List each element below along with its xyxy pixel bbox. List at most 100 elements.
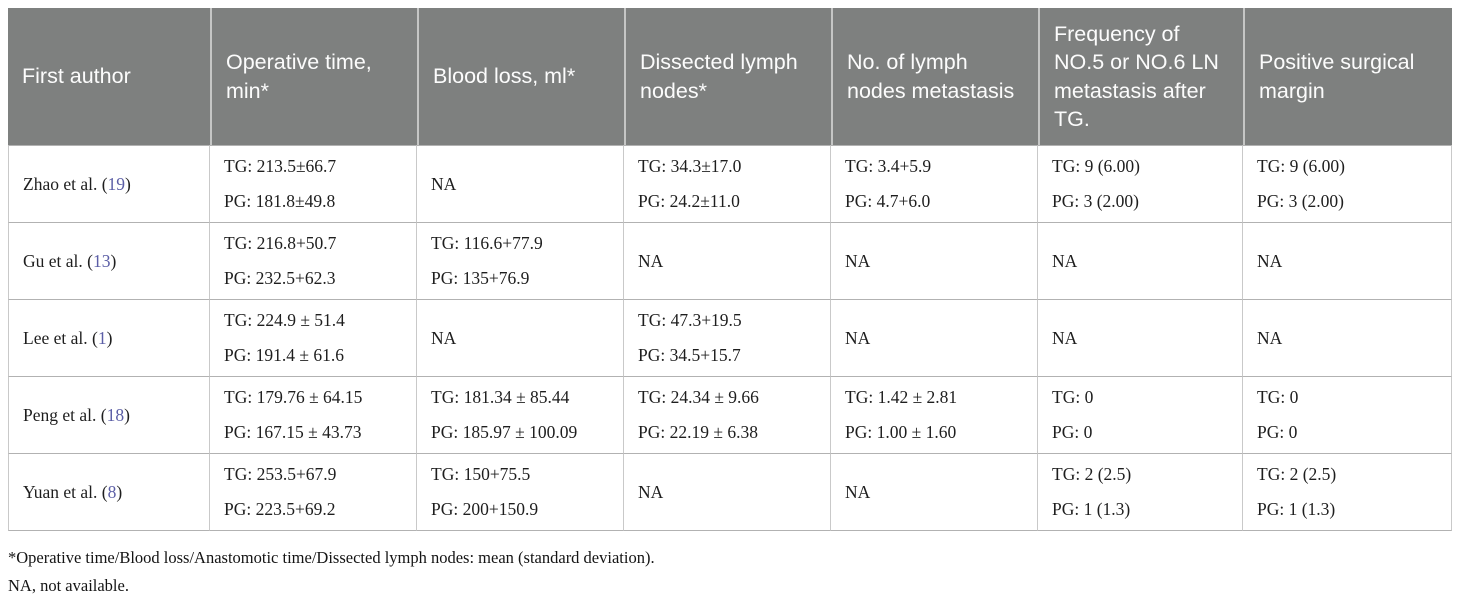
cell-line-pg: PG: 1 (1.3): [1052, 499, 1131, 519]
data-cell: TG: 181.34 ± 85.44 PG: 185.97 ± 100.09: [417, 377, 624, 454]
data-cell: TG: 47.3+19.5 PG: 34.5+15.7: [624, 300, 831, 377]
data-cell: NA: [1243, 300, 1452, 377]
data-cell: TG: 116.6+77.9 PG: 135+76.9: [417, 223, 624, 300]
table-header: First author Operative time, min* Blood …: [8, 8, 1452, 145]
cell-line-pg: PG: 185.97 ± 100.09: [431, 422, 578, 442]
data-cell: TG: 253.5+67.9 PG: 223.5+69.2: [210, 454, 417, 531]
footnote-na: NA, not available.: [8, 576, 129, 595]
data-cell: TG: 3.4+5.9 PG: 4.7+6.0: [831, 145, 1038, 223]
paren-open: (: [100, 404, 107, 425]
data-cell: NA: [417, 300, 624, 377]
author-cell: Gu et al. (13): [8, 223, 210, 300]
table-row: Zhao et al. (19) TG: 213.5±66.7 PG: 181.8…: [8, 145, 1452, 223]
cell-line-pg: PG: 1 (1.3): [1257, 499, 1336, 519]
cell-line-pg: PG: 34.5+15.7: [638, 345, 741, 365]
cell-line-tg: TG: 3.4+5.9: [845, 156, 932, 176]
cell-line-tg: TG: 24.34 ± 9.66: [638, 387, 759, 407]
cell-line-tg: TG: 9 (6.00): [1052, 156, 1140, 176]
data-cell: TG: 150+75.5 PG: 200+150.9: [417, 454, 624, 531]
cell-line-tg: NA: [638, 481, 664, 502]
paren-close: ): [110, 250, 117, 271]
cell-line-pg: PG: 3 (2.00): [1052, 191, 1140, 211]
data-cell: TG: 216.8+50.7 PG: 232.5+62.3: [210, 223, 417, 300]
citation-link[interactable]: 8: [107, 481, 117, 502]
author-name: Lee et al.: [23, 327, 92, 348]
author-cell: Lee et al. (1): [8, 300, 210, 377]
column-header-positive-surgical-margin: Positive surgical margin: [1243, 8, 1452, 145]
header-row: First author Operative time, min* Blood …: [8, 8, 1452, 145]
data-cell: TG: 1.42 ± 2.81 PG: 1.00 ± 1.60: [831, 377, 1038, 454]
data-cell: TG: 2 (2.5) PG: 1 (1.3): [1038, 454, 1243, 531]
cell-line-tg: TG: 181.34 ± 85.44: [431, 387, 570, 407]
cell-line-pg: PG: 0: [1052, 422, 1093, 442]
data-cell: NA: [831, 454, 1038, 531]
cell-line-tg: TG: 253.5+67.9: [224, 464, 337, 484]
cell-line-pg: PG: 24.2±11.0: [638, 191, 740, 211]
citation-link[interactable]: 18: [106, 404, 125, 425]
table-row: Peng et al. (18) TG: 179.76 ± 64.15 PG: 1…: [8, 377, 1452, 454]
cell-line-tg: NA: [1257, 327, 1283, 348]
cell-line-pg: PG: 4.7+6.0: [845, 191, 931, 211]
column-header-lymph-node-metastasis: No. of lymph nodes metastasis: [831, 8, 1038, 145]
cell-line-tg: TG: 1.42 ± 2.81: [845, 387, 958, 407]
author-name: Gu et al.: [23, 250, 88, 271]
cell-line-tg: TG: 9 (6.00): [1257, 156, 1345, 176]
cell-line-tg: TG: 213.5±66.7: [224, 156, 337, 176]
cell-line-pg: PG: 232.5+62.3: [224, 268, 336, 288]
cell-line-pg: PG: 223.5+69.2: [224, 499, 336, 519]
cell-line-pg: PG: 200+150.9: [431, 499, 539, 519]
cell-line-tg: TG: 34.3±17.0: [638, 156, 742, 176]
paren-close: ): [125, 173, 131, 194]
cell-line-tg: NA: [638, 250, 664, 271]
footnote-asterisk: *Operative time/Blood loss/Anastomotic t…: [8, 548, 655, 567]
cell-line-tg: TG: 179.76 ± 64.15: [224, 387, 363, 407]
author-name: Zhao et al.: [23, 173, 102, 194]
cell-line-tg: TG: 116.6+77.9: [431, 233, 543, 253]
footnotes: *Operative time/Blood loss/Anastomotic t…: [8, 544, 1452, 600]
data-cell: NA: [624, 223, 831, 300]
data-cell: TG: 34.3±17.0 PG: 24.2±11.0: [624, 145, 831, 223]
author-cell: Zhao et al. (19): [8, 145, 210, 223]
cell-line-tg: TG: 150+75.5: [431, 464, 531, 484]
data-cell: TG: 0 PG: 0: [1038, 377, 1243, 454]
cell-line-tg: TG: 2 (2.5): [1257, 464, 1337, 484]
paren-open: (: [87, 250, 93, 271]
cell-line-pg: PG: 1.00 ± 1.60: [845, 422, 957, 442]
cell-line-tg: TG: 2 (2.5): [1052, 464, 1132, 484]
data-cell: NA: [1038, 223, 1243, 300]
column-header-frequency-no5-no6: Frequency of NO.5 or NO.6 LN metastasis …: [1038, 8, 1243, 145]
data-cell: TG: 9 (6.00) PG: 3 (2.00): [1243, 145, 1452, 223]
paren-open: (: [101, 173, 108, 194]
table-row: Lee et al. (1) TG: 224.9 ± 51.4 PG: 191.4…: [8, 300, 1452, 377]
paren-open: (: [101, 481, 108, 502]
author-name: Yuan et al.: [23, 481, 102, 502]
cell-line-pg: PG: 191.4 ± 61.6: [224, 345, 344, 365]
data-cell: NA: [624, 454, 831, 531]
cell-line-pg: PG: 3 (2.00): [1257, 191, 1345, 211]
data-cell: TG: 213.5±66.7 PG: 181.8±49.8: [210, 145, 417, 223]
cell-line-pg: PG: 135+76.9: [431, 268, 530, 288]
cell-line-tg: NA: [431, 327, 457, 348]
table-row: Yuan et al. (8) TG: 253.5+67.9 PG: 223.5+…: [8, 454, 1452, 531]
author-name: Peng et al.: [23, 404, 101, 425]
paren-close: ): [116, 481, 123, 502]
data-cell: NA: [1243, 223, 1452, 300]
data-cell: TG: 9 (6.00) PG: 3 (2.00): [1038, 145, 1243, 223]
citation-link[interactable]: 13: [92, 250, 111, 271]
column-header-first-author: First author: [8, 8, 210, 145]
data-cell: NA: [1038, 300, 1243, 377]
comparison-table: First author Operative time, min* Blood …: [8, 8, 1452, 531]
paren-close: ): [106, 327, 113, 348]
citation-link[interactable]: 19: [107, 173, 126, 194]
citation-link[interactable]: 1: [97, 327, 107, 348]
cell-line-tg: NA: [1257, 250, 1283, 271]
author-cell: Peng et al. (18): [8, 377, 210, 454]
data-cell: TG: 24.34 ± 9.66 PG: 22.19 ± 6.38: [624, 377, 831, 454]
data-cell: TG: 224.9 ± 51.4 PG: 191.4 ± 61.6: [210, 300, 417, 377]
cell-line-tg: NA: [845, 250, 871, 271]
paren-close: ): [124, 404, 130, 425]
cell-line-pg: PG: 181.8±49.8: [224, 191, 336, 211]
column-header-dissected-lymph-nodes: Dissected lymph nodes*: [624, 8, 831, 145]
cell-line-tg: TG: 216.8+50.7: [224, 233, 337, 253]
